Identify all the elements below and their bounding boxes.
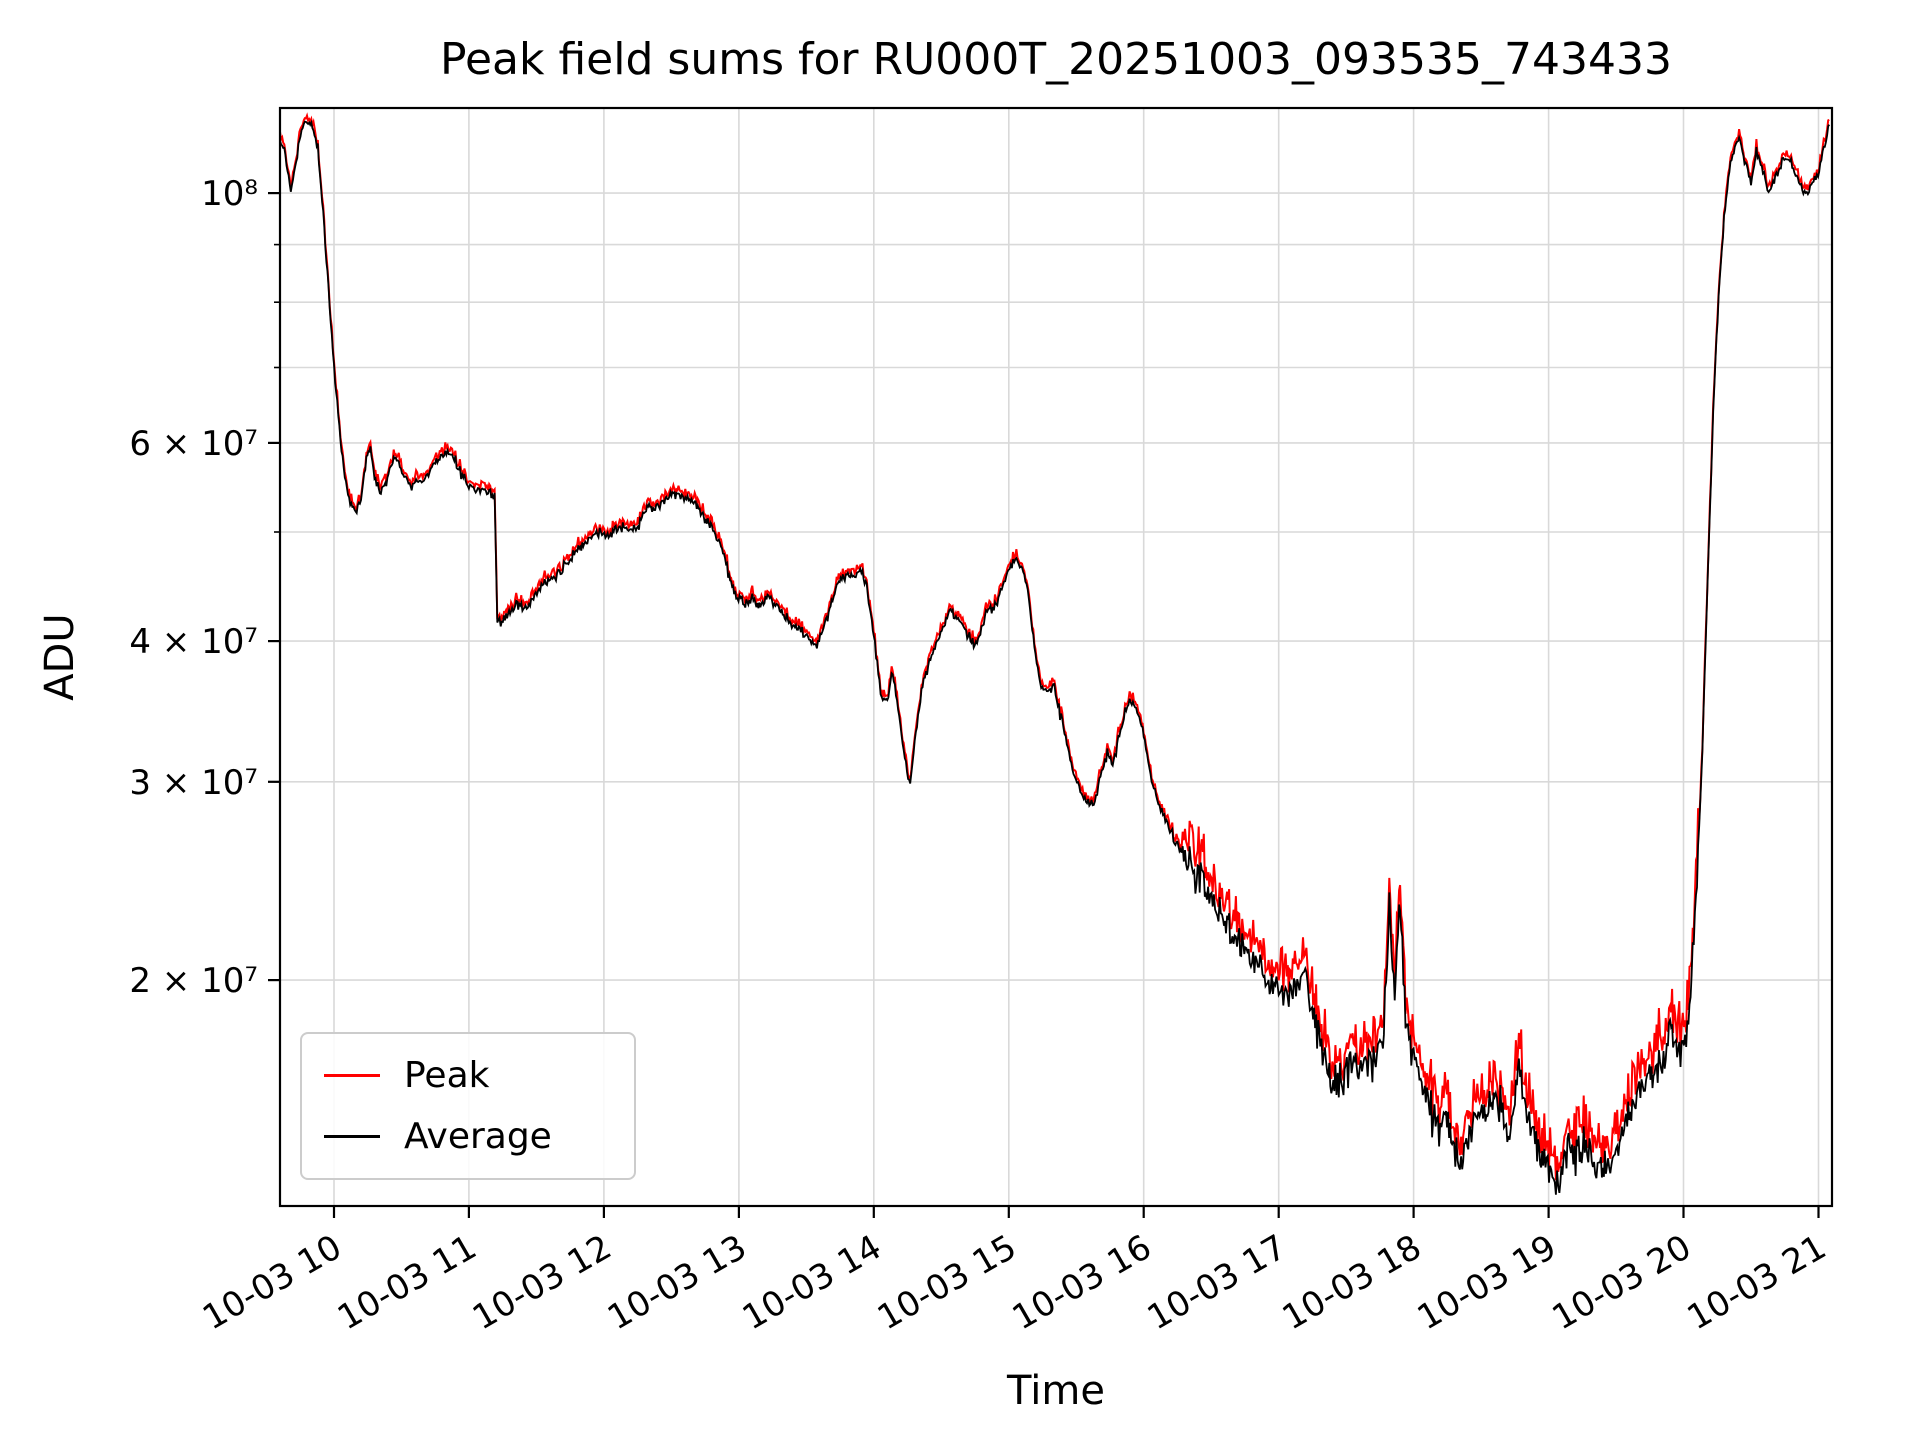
svg-text:2 × 10⁷: 2 × 10⁷: [129, 961, 258, 1001]
y-axis-label: ADU: [37, 613, 83, 701]
legend-item-average: Average: [324, 1116, 634, 1157]
x-axis-label: Time: [1007, 1368, 1105, 1414]
svg-text:10-03 20: 10-03 20: [1546, 1227, 1698, 1338]
svg-text:10-03 18: 10-03 18: [1276, 1227, 1428, 1338]
svg-text:10-03 17: 10-03 17: [1141, 1227, 1293, 1338]
svg-text:3 × 10⁷: 3 × 10⁷: [129, 763, 258, 803]
svg-text:10-03 13: 10-03 13: [601, 1227, 753, 1338]
average-line-swatch: [324, 1135, 380, 1139]
legend-item-peak: Peak: [324, 1055, 634, 1096]
svg-text:10-03 15: 10-03 15: [871, 1227, 1023, 1338]
svg-text:4 × 10⁷: 4 × 10⁷: [129, 622, 258, 662]
chart-title: Peak field sums for RU000T_20251003_0935…: [440, 34, 1672, 85]
svg-text:10-03 10: 10-03 10: [196, 1227, 348, 1338]
svg-text:10-03 21: 10-03 21: [1681, 1227, 1833, 1338]
peak-line-swatch: [324, 1073, 380, 1077]
svg-text:10-03 14: 10-03 14: [736, 1227, 888, 1338]
svg-text:10-03 16: 10-03 16: [1006, 1227, 1158, 1338]
svg-text:10⁸: 10⁸: [201, 174, 258, 214]
legend-label-peak: Peak: [404, 1054, 490, 1096]
legend: Peak Average: [300, 1032, 636, 1180]
svg-text:6 × 10⁷: 6 × 10⁷: [129, 424, 258, 464]
svg-text:10-03 19: 10-03 19: [1411, 1227, 1563, 1338]
svg-text:10-03 12: 10-03 12: [466, 1227, 618, 1338]
legend-label-average: Average: [404, 1116, 552, 1158]
svg-text:10-03 11: 10-03 11: [331, 1227, 483, 1338]
